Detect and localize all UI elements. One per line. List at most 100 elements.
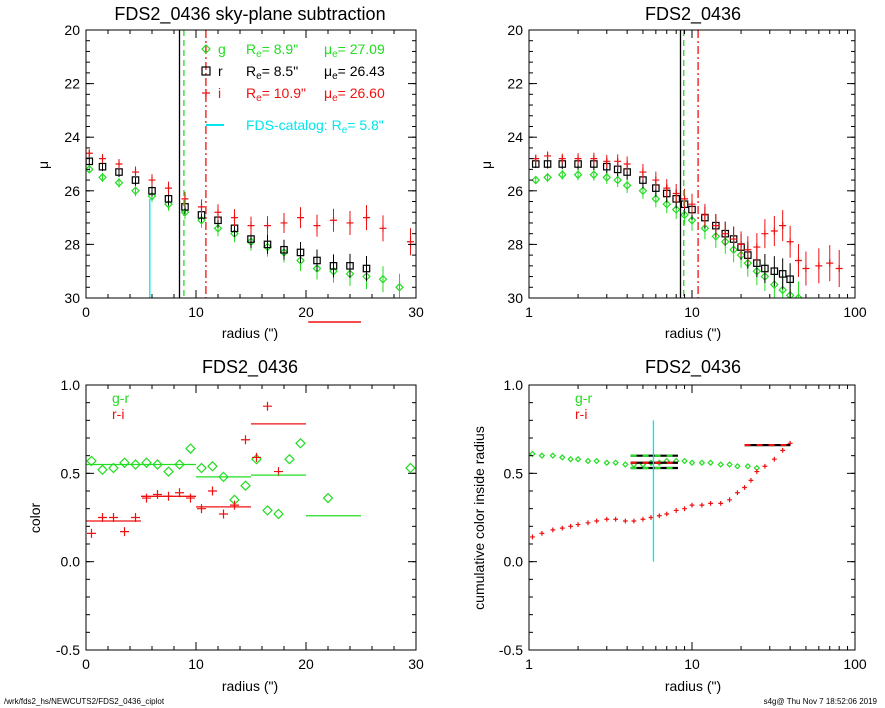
- point-r-i: [530, 534, 535, 540]
- x-axis-label: radius ("): [665, 678, 721, 694]
- point-r-i: [718, 500, 724, 506]
- point-g-r: [593, 457, 600, 465]
- point-r-i: [142, 493, 151, 503]
- point-r-i: [762, 463, 768, 469]
- point-r-i: [568, 523, 574, 529]
- point-i: [231, 214, 238, 222]
- panel-bottom-right: FDS2_0436 1 10 100 -0.5 0.0 0.5 1.0 g-rr-i radi…: [471, 357, 867, 694]
- plot-area: 1 10 100 20 22 24 26 28 30: [507, 22, 866, 320]
- point-g: [164, 199, 173, 209]
- point-g-r: [622, 461, 629, 468]
- legend-re-value: Re= 8.5": [246, 63, 298, 82]
- point-r-i: [263, 401, 272, 411]
- point-g-r: [322, 492, 334, 504]
- point-r-i: [241, 435, 250, 445]
- point-g-r: [174, 459, 185, 470]
- point-g: [197, 215, 206, 225]
- point-i: [701, 211, 709, 219]
- mu-value: = 27.09: [338, 41, 385, 57]
- point-i: [590, 155, 598, 163]
- point-i: [532, 155, 540, 163]
- legend-label-g-r: g-r: [112, 390, 129, 406]
- point-r: [543, 160, 552, 168]
- plot-area: 1 10 100 -0.5 0.0 0.5 1.0 g-rr-i: [499, 377, 867, 672]
- mu-value: = 26.60: [338, 85, 385, 101]
- point-g-r: [130, 459, 141, 470]
- point-r-i: [673, 508, 679, 513]
- point-i: [181, 195, 189, 203]
- x-tick-label: 10: [188, 304, 204, 320]
- point-i: [721, 230, 729, 238]
- point-g: [729, 245, 738, 255]
- point-i: [313, 222, 321, 230]
- point-r-i: [186, 493, 195, 503]
- point-i: [214, 208, 222, 216]
- point-g-r: [734, 463, 741, 470]
- x-tick-label: 0: [82, 656, 90, 672]
- point-r-i: [252, 452, 261, 462]
- point-r: [296, 248, 305, 257]
- point-g: [687, 215, 697, 225]
- mu-subscript: e: [332, 49, 338, 60]
- re-value: = 8.5": [262, 63, 299, 79]
- re-subscript: e: [256, 49, 262, 60]
- point-i: [712, 222, 720, 230]
- footer-path: /wrk/fds2_hs/NEWCUTS2/FDS2_0436_ciplot: [4, 697, 165, 706]
- point-r: [164, 195, 173, 203]
- x-tick-label: 20: [298, 304, 314, 320]
- point-r-i: [539, 531, 545, 536]
- y-tick-label: 20: [64, 22, 80, 38]
- legend-re-value: Re= 8.9": [246, 41, 298, 60]
- point-g: [378, 274, 388, 284]
- y-axis-label: μ: [478, 161, 494, 169]
- point-r: [362, 264, 371, 273]
- point-i: [761, 230, 769, 238]
- point-i: [786, 238, 794, 246]
- point-i: [815, 262, 823, 270]
- point-i: [623, 160, 631, 168]
- x-axis-label: radius ("): [665, 325, 721, 341]
- y-tick-label: 20: [507, 22, 523, 38]
- point-r: [786, 275, 794, 284]
- point-i: [264, 222, 271, 230]
- catalog-value: = 5.8": [347, 117, 384, 133]
- y-tick-label: 28: [507, 236, 523, 252]
- point-r-i: [230, 500, 239, 510]
- x-tick-label: 100: [843, 656, 867, 672]
- point-r-i: [594, 518, 600, 524]
- point-g-r: [584, 457, 592, 465]
- x-tick-label: 10: [684, 656, 700, 672]
- re-symbol: R: [246, 63, 256, 79]
- point-r-i: [748, 478, 754, 483]
- point-r-i: [613, 516, 619, 522]
- x-axis-label: radius ("): [222, 325, 278, 341]
- point-g: [638, 186, 648, 196]
- point-r: [98, 162, 107, 171]
- point-r-i: [550, 527, 556, 533]
- point-r-i: [87, 528, 96, 538]
- point-r: [770, 267, 779, 276]
- point-g-r: [108, 462, 119, 474]
- legend-label-r-i: r-i: [575, 406, 587, 422]
- x-tick-label: 30: [408, 656, 424, 672]
- point-r-i: [640, 516, 646, 522]
- point-r: [761, 264, 769, 273]
- y-axis-label: cumulative color inside radius: [471, 426, 487, 610]
- point-i: [346, 219, 354, 227]
- point-g: [680, 210, 689, 220]
- legend-mu-value: μe= 26.60: [324, 85, 385, 104]
- y-tick-label: -0.5: [499, 642, 523, 658]
- panel-title: FDS2_0436: [202, 357, 298, 378]
- point-r-i: [689, 502, 695, 508]
- point-g-r: [284, 453, 295, 465]
- point-g-r: [698, 459, 706, 466]
- legend-band-label: i: [218, 85, 221, 101]
- legend-marker-i: [202, 89, 210, 97]
- point-r: [346, 262, 354, 270]
- point-r-i: [631, 518, 637, 524]
- point-g: [213, 223, 223, 233]
- point-g-r: [97, 464, 108, 476]
- point-r-i: [197, 504, 206, 514]
